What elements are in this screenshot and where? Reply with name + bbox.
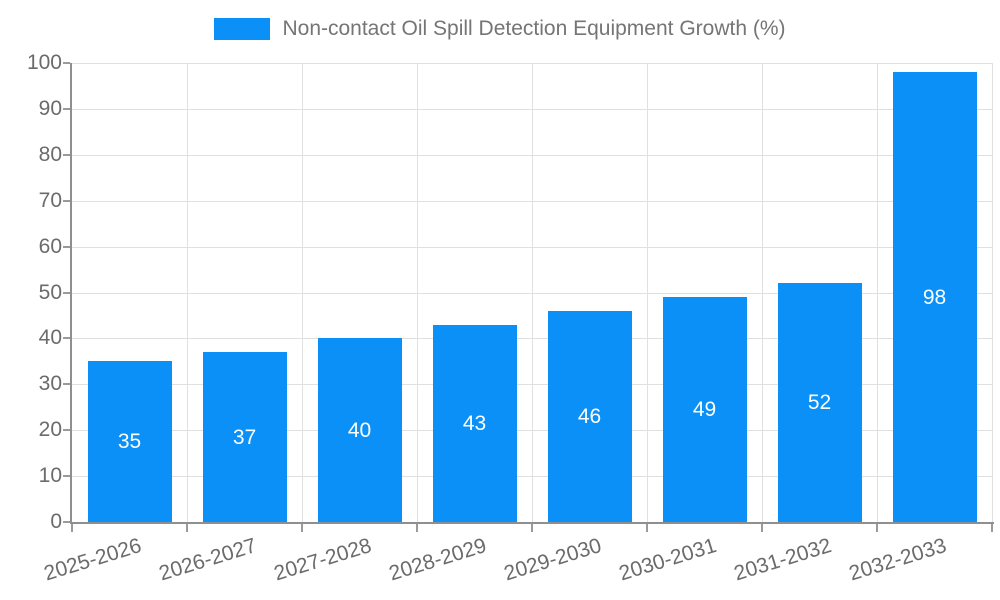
bar-value-label: 46	[577, 404, 602, 428]
y-tick-mark	[63, 245, 70, 248]
v-gridline	[762, 63, 763, 522]
x-axis-line	[70, 522, 994, 524]
y-tick-mark	[63, 475, 70, 478]
bar-value-label: 52	[807, 391, 832, 415]
bar: 46	[547, 310, 632, 522]
y-tick-label: 90	[38, 96, 62, 120]
y-tick-label: 80	[38, 142, 62, 166]
v-gridline	[877, 63, 878, 522]
y-tick-mark	[63, 199, 70, 202]
bar: 43	[432, 324, 517, 522]
y-tick-label: 100	[26, 51, 62, 74]
x-tick-mark	[416, 524, 418, 532]
y-tick-label: 40	[38, 326, 62, 350]
y-tick-mark	[63, 291, 70, 294]
y-axis-line	[70, 63, 72, 524]
y-tick-mark	[63, 337, 70, 340]
bar-value-label: 98	[922, 285, 947, 309]
legend: Non-contact Oil Spill Detection Equipmen…	[0, 16, 1000, 41]
y-tick-label: 10	[38, 464, 62, 488]
bar: 52	[777, 283, 862, 522]
y-tick-label: 20	[38, 418, 62, 442]
x-category-label: 2032-2033	[846, 534, 950, 586]
x-tick-mark	[186, 524, 188, 532]
y-tick-mark	[63, 383, 70, 386]
x-category-label: 2026-2027	[156, 534, 260, 586]
x-tick-mark	[876, 524, 878, 532]
x-category-label: 2029-2030	[501, 534, 605, 586]
x-tick-mark	[301, 524, 303, 532]
legend-label: Non-contact Oil Spill Detection Equipmen…	[282, 17, 786, 40]
bar-value-label: 37	[232, 425, 257, 449]
y-tick-label: 70	[38, 188, 62, 212]
x-tick-mark	[71, 524, 73, 532]
y-tick-mark	[63, 153, 70, 156]
bar: 49	[662, 297, 747, 522]
y-tick-label: 30	[38, 372, 62, 396]
bar: 37	[202, 352, 287, 522]
bar-value-label: 49	[692, 398, 717, 422]
x-category-label: 2027-2028	[271, 534, 375, 586]
y-tick-label: 0	[50, 510, 62, 533]
v-gridline	[532, 63, 533, 522]
v-gridline	[187, 63, 188, 522]
v-gridline	[302, 63, 303, 522]
bar-value-label: 43	[462, 411, 487, 435]
x-category-label: 2028-2029	[386, 534, 490, 586]
x-tick-mark	[646, 524, 648, 532]
y-tick-label: 60	[38, 234, 62, 258]
v-gridline	[417, 63, 418, 522]
x-category-label: 2025-2026	[41, 534, 145, 586]
legend-swatch	[214, 17, 271, 40]
y-tick-mark	[63, 521, 70, 523]
x-tick-mark	[531, 524, 533, 532]
y-tick-mark	[63, 107, 70, 110]
x-tick-mark	[761, 524, 763, 532]
bar-value-label: 35	[117, 430, 142, 454]
y-tick-mark	[63, 62, 70, 64]
x-category-label: 2031-2032	[731, 534, 835, 586]
bar-value-label: 40	[347, 418, 372, 442]
x-tick-mark	[991, 524, 993, 532]
bar: 98	[892, 72, 977, 522]
v-gridline	[992, 63, 993, 522]
bar: 35	[87, 361, 172, 522]
x-category-label: 2030-2031	[616, 534, 720, 586]
y-tick-label: 50	[38, 280, 62, 304]
y-tick-mark	[63, 429, 70, 432]
v-gridline	[647, 63, 648, 522]
bar: 40	[317, 338, 402, 522]
